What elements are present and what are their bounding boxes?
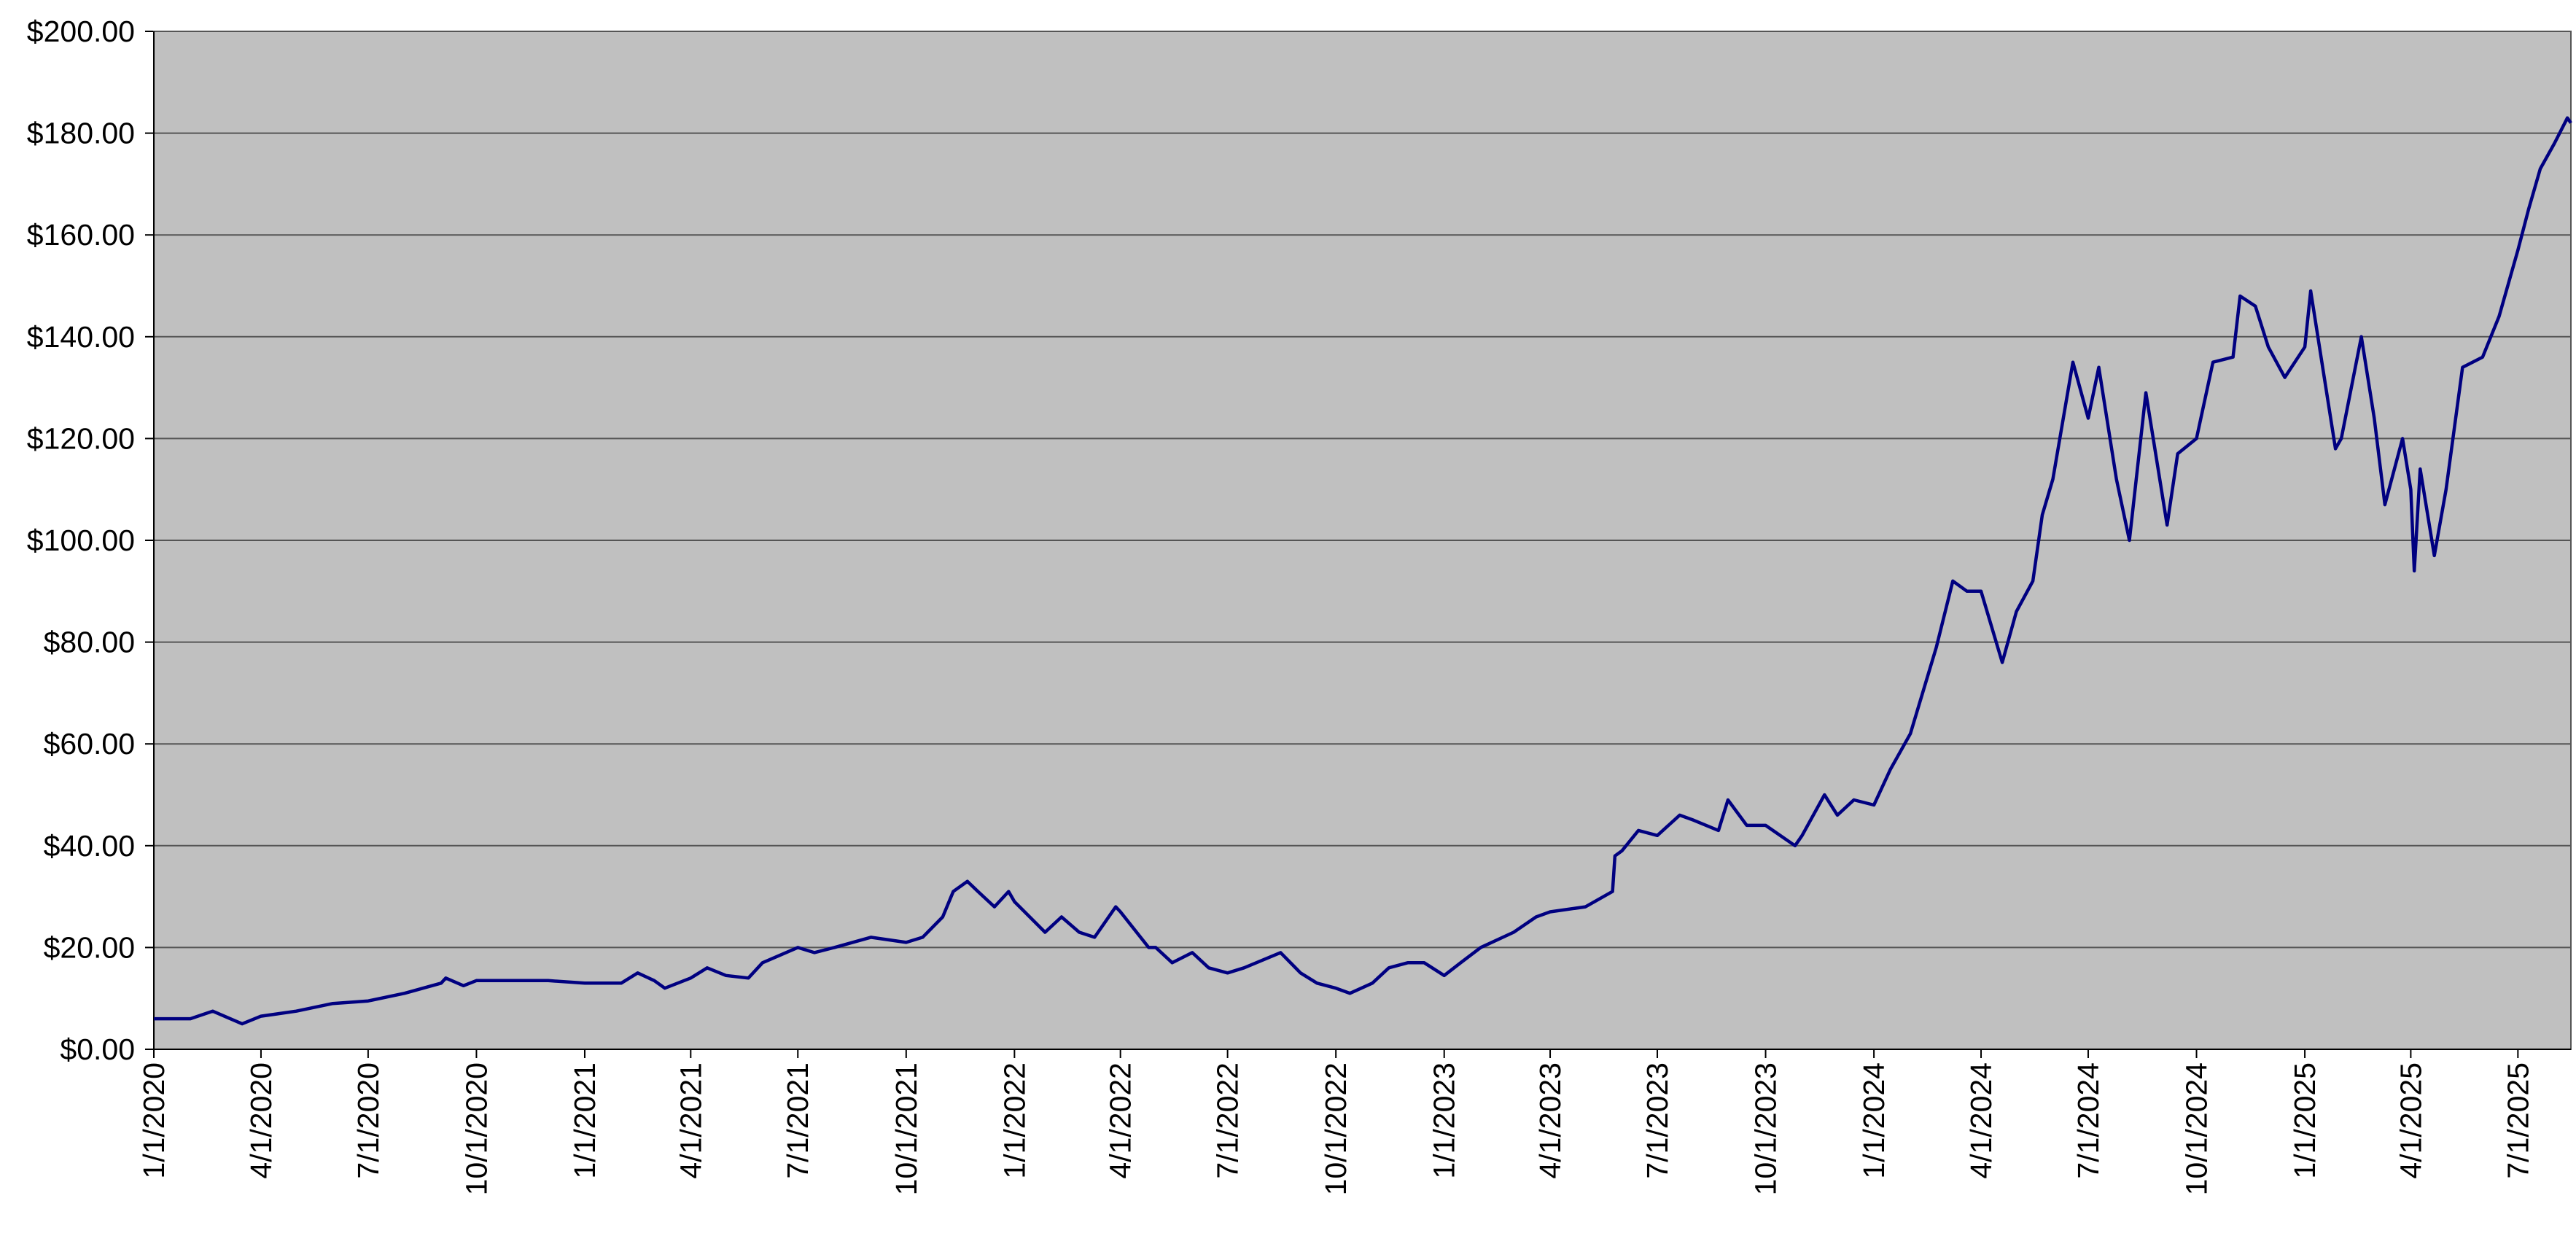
x-tick-label: 1/1/2025 [2288, 1062, 2322, 1179]
x-tick-label: 1/1/2021 [568, 1062, 602, 1179]
x-tick-label: 7/1/2024 [2071, 1062, 2105, 1179]
x-tick-label: 10/1/2024 [2180, 1062, 2214, 1195]
x-tick-label: 4/1/2024 [1964, 1062, 1998, 1179]
y-tick-label: $120.00 [27, 421, 135, 455]
price-line [154, 116, 2572, 1026]
x-tick-label: 7/1/2025 [2501, 1062, 2534, 1179]
x-tick-label: 1/1/2020 [137, 1062, 171, 1179]
x-tick-label: 7/1/2022 [1211, 1062, 1245, 1179]
x-tick-label: 1/1/2022 [997, 1062, 1031, 1179]
x-tick-label: 10/1/2021 [890, 1062, 923, 1195]
y-tick-label: $140.00 [27, 320, 135, 354]
x-tick-label: 7/1/2021 [781, 1062, 814, 1179]
x-tick-label: 4/1/2022 [1104, 1062, 1137, 1179]
x-tick-label: 4/1/2025 [2394, 1062, 2427, 1179]
x-tick-label: 10/1/2022 [1319, 1062, 1353, 1195]
x-tick-label: 10/1/2023 [1749, 1062, 1783, 1195]
x-tick-label: 7/1/2020 [351, 1062, 385, 1179]
y-tick-label: $20.00 [44, 930, 135, 964]
x-tick-label: 4/1/2023 [1533, 1062, 1567, 1179]
x-tick-label: 1/1/2023 [1428, 1062, 1461, 1179]
y-tick-label: $160.00 [27, 218, 135, 252]
y-tick-label: $100.00 [27, 524, 135, 557]
y-tick-label: $60.00 [44, 727, 135, 761]
x-tick-label: 1/1/2024 [1857, 1062, 1891, 1179]
x-tick-label: 10/1/2020 [459, 1062, 493, 1195]
y-tick-label: $200.00 [27, 15, 135, 48]
y-tick-label: $0.00 [60, 1033, 135, 1066]
x-tick-label: 4/1/2021 [674, 1062, 707, 1179]
y-tick-label: $40.00 [44, 829, 135, 863]
y-tick-label: $80.00 [44, 626, 135, 659]
x-tick-label: 4/1/2020 [244, 1062, 278, 1179]
y-tick-label: $180.00 [27, 117, 135, 150]
x-tick-label: 7/1/2023 [1641, 1062, 1674, 1179]
